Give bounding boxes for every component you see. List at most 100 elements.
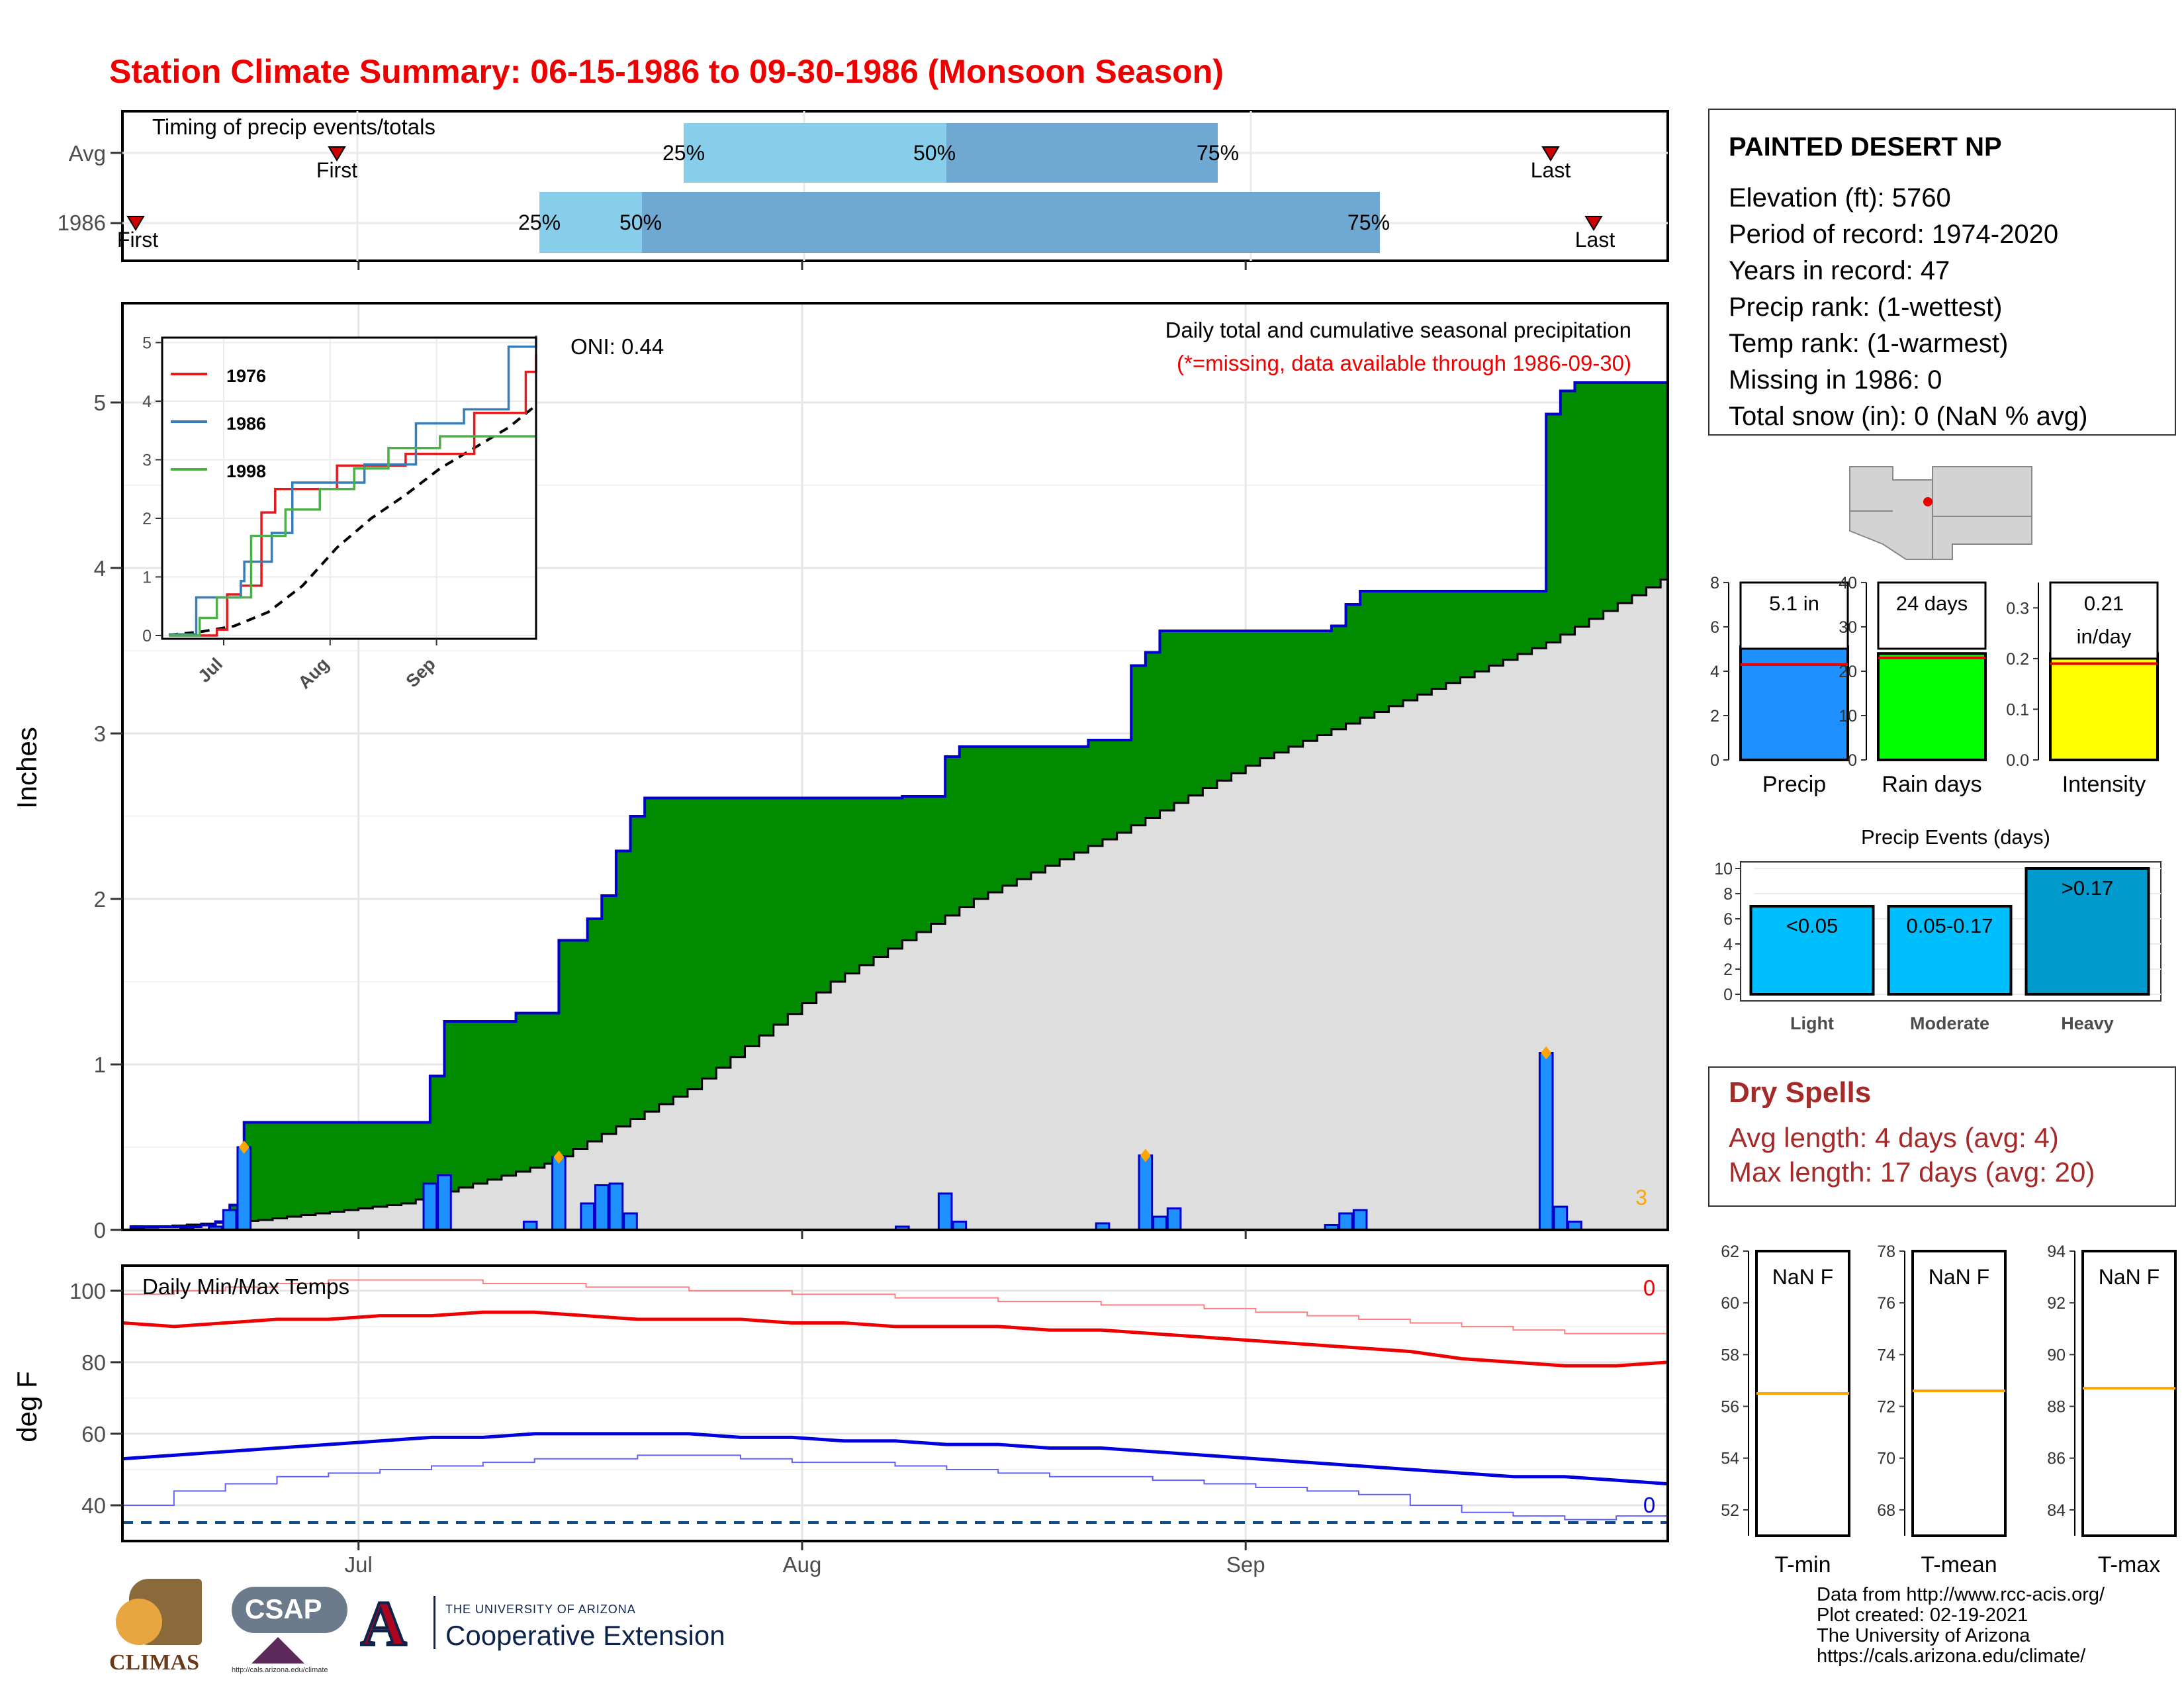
x-tick-label: Sep	[1226, 1552, 1265, 1577]
temp-y-tick-label: 100	[69, 1279, 106, 1303]
events-y-tick-label: 8	[1723, 885, 1733, 904]
temp-box-y-tick-label: 94	[2047, 1243, 2066, 1261]
events-bar-heavy	[2025, 867, 2150, 996]
inset-y-tick-label: 2	[142, 510, 152, 528]
avg-pct50-label: 50%	[913, 141, 956, 165]
temp-box-y-tick-label: 56	[1721, 1398, 1739, 1417]
legend-1976: 1976	[226, 366, 266, 386]
summary-y-tick-label: 40	[1839, 574, 1857, 592]
precip-events-chart: Precip Events (days) 0 2 4 6 8 10 <0.05 Light 0.…	[1714, 825, 2161, 1033]
max-missing-count: 0	[1643, 1276, 1655, 1300]
events-bar-label: <0.05	[1786, 914, 1838, 937]
station-period: Period of record: 1974-2020	[1729, 220, 2058, 249]
average-cumulative-line	[129, 579, 1668, 1229]
timing-panel: Timing of precip events/totals 25% 50% 7…	[58, 110, 1669, 262]
inset-series-1976	[169, 354, 537, 637]
inset-y-tick-label: 5	[142, 334, 152, 353]
y1986-last-label: Last	[1575, 228, 1615, 252]
summary-y-tick-label: 10	[1839, 707, 1857, 726]
timing-title: Timing of precip events/totals	[152, 115, 435, 139]
summary-y-tick-label: 0.1	[2006, 700, 2029, 719]
summary-y-tick-label: 0.0	[2006, 751, 2029, 770]
timing-row-avg: Avg	[69, 141, 106, 165]
daily-precip-bar	[422, 1182, 438, 1231]
page-title: Station Climate Summary: 06-15-1986 to 0…	[109, 53, 1224, 90]
avg-25-50-bar	[684, 123, 946, 183]
daily-precip-bar	[1166, 1207, 1182, 1231]
station-name: PAINTED DESERT NP	[1729, 132, 2002, 162]
csap-logo[interactable]: CSAP http://cals.arizona.edu/climate	[232, 1580, 351, 1677]
events-y-tick-label: 4	[1723, 935, 1733, 954]
temp-y-tick-label: 60	[81, 1422, 106, 1446]
temp-box-t-max	[2081, 1250, 2177, 1537]
avg-pct25-label: 25%	[662, 141, 705, 165]
y-tick-label: 2	[94, 887, 106, 912]
temp-box-y-tick-label: 70	[1877, 1450, 1895, 1468]
climas-logo-text: CLIMAS	[109, 1650, 200, 1675]
summary-y-tick-label: 4	[1710, 663, 1719, 681]
summary-value-box	[1739, 581, 1849, 650]
footer-plot-created: Plot created: 02-19-2021	[1817, 1605, 2028, 1626]
missing-count: 3	[1635, 1186, 1647, 1209]
events-y-tick-label: 0	[1723, 986, 1733, 1004]
precip-note: Daily total and cumulative seasonal prec…	[1165, 318, 1631, 342]
summary-value-text: 24 days	[1896, 592, 1968, 615]
dry-spells-box: Dry Spells Avg length: 4 days (avg: 4) M…	[1708, 1066, 2176, 1207]
summary-value-box	[2049, 581, 2159, 660]
footer-url: https://cals.arizona.edu/climate/	[1817, 1646, 2086, 1667]
y1986-first-marker	[126, 216, 145, 231]
summary-bar-intensity	[2049, 652, 2159, 762]
events-bar-moderate	[1887, 905, 2013, 996]
summary-y-tick-label: 0.2	[2006, 650, 2029, 669]
ua-small-text: THE UNIVERSITY OF ARIZONA	[445, 1603, 636, 1616]
temp-box-y-tick-label: 84	[2047, 1501, 2066, 1520]
y1986-first-label: First	[117, 228, 158, 252]
y-tick-label: 4	[94, 556, 106, 581]
dry-spells-title: Dry Spells	[1729, 1076, 1871, 1109]
summary-value-text: 5.1 in	[1769, 592, 1819, 615]
temp-box-label: T-max	[2098, 1552, 2160, 1577]
daily-precip-bar	[1538, 1052, 1554, 1231]
avg-first-marker	[328, 146, 346, 162]
events-bar-light	[1749, 905, 1875, 996]
dry-spells-avg: Avg length: 4 days (avg: 4)	[1729, 1122, 2059, 1153]
y-tick-label: 1	[94, 1053, 106, 1077]
avg-last-label: Last	[1531, 158, 1571, 182]
inset-y-tick-label: 4	[142, 393, 152, 411]
csap-logo-url: http://cals.arizona.edu/climate	[232, 1666, 328, 1674]
x-tick-label: Aug	[783, 1552, 822, 1577]
events-bar-label: 0.05-0.17	[1907, 914, 1993, 937]
university-arizona-logo[interactable]: A THE UNIVERSITY OF ARIZONA Cooperative …	[359, 1589, 758, 1658]
temp-box-y-tick-label: 62	[1721, 1243, 1739, 1261]
footer-data-source: Data from http://www.rcc-acis.org/	[1817, 1584, 2105, 1605]
footer-credits: Data from http://www.rcc-acis.org/ Plot …	[1817, 1584, 2105, 1667]
summary-y-tick-label: 8	[1710, 574, 1719, 592]
station-snow: Total snow (in): 0 (NaN % avg)	[1729, 402, 2087, 431]
daily-precip-bar	[1152, 1215, 1167, 1231]
daily-precip-bar	[437, 1174, 452, 1231]
temp-box-value: NaN F	[2099, 1265, 2160, 1289]
climas-logo[interactable]: CLIMAS	[109, 1579, 222, 1678]
summary-value-line1: 0.21	[2084, 592, 2124, 615]
y1986-last-marker	[1584, 216, 1603, 231]
inset-legend: 1976 1986 1998	[171, 366, 266, 481]
events-y-tick-label: 6	[1723, 910, 1733, 929]
temp-box-y-tick-label: 58	[1721, 1346, 1739, 1364]
temp-box-label: T-min	[1775, 1552, 1831, 1577]
temp-box-y-tick-label: 78	[1877, 1243, 1895, 1261]
summary-y-tick-label: 0.3	[2006, 599, 2029, 618]
logo-strip: CLIMAS CSAP http://cals.arizona.edu/clim…	[109, 1579, 745, 1678]
summary-label: Rain days	[1882, 772, 1981, 797]
station-elevation: Elevation (ft): 5760	[1729, 183, 1951, 212]
summary-y-tick-label: 0	[1710, 751, 1719, 770]
precip-ylabel: Inches	[11, 727, 42, 809]
cumulative-1986-line	[129, 381, 1668, 1228]
temp-box-y-tick-label: 86	[2047, 1450, 2066, 1468]
daily-precip-bar	[1138, 1154, 1154, 1231]
temp-y-tick-label: 40	[81, 1493, 106, 1518]
temp-box-y-tick-label: 74	[1877, 1346, 1895, 1364]
daily-precip-bar	[608, 1182, 624, 1231]
temp-box-y-tick-label: 76	[1877, 1294, 1895, 1313]
